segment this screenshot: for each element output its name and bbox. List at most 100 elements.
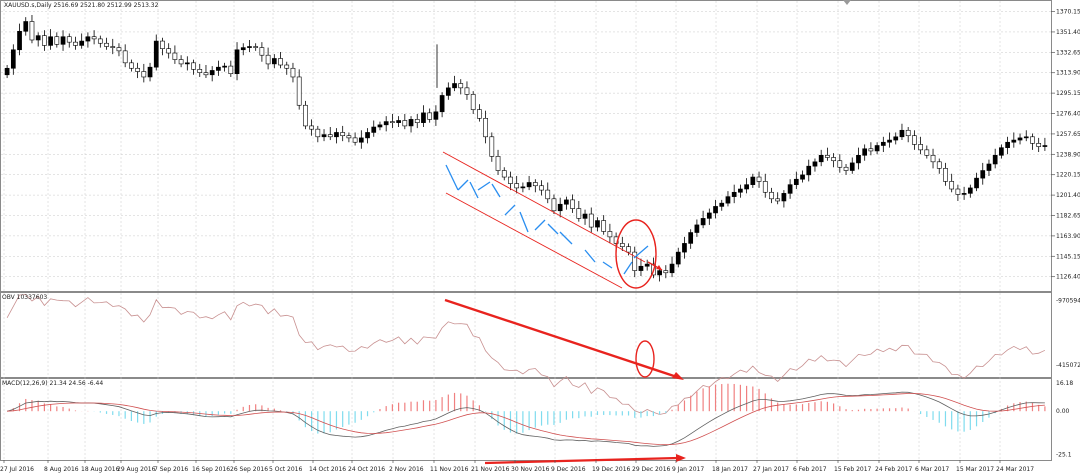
x-tick-label: 27 Jul 2016 (0, 466, 34, 473)
trend-zigzag-arrow (584, 249, 596, 263)
macd-trend-arrow-head (676, 454, 686, 462)
candle-body (427, 112, 433, 120)
x-tick-label: 5 Oct 2016 (269, 466, 302, 473)
candle-body (899, 129, 905, 138)
candle-body (91, 36, 97, 40)
obv-tick-label: -970594 (1056, 298, 1080, 305)
candle-body (514, 183, 520, 189)
x-tick-label: 7 Sep 2016 (154, 466, 188, 473)
candle-body (178, 59, 184, 65)
trend-zigzag-arrow (477, 181, 491, 191)
candle-body (104, 42, 109, 47)
candle-body (787, 184, 793, 194)
candle-body (595, 220, 600, 228)
price-tick-label: 1276.40 (1056, 111, 1080, 118)
candle-body (924, 149, 930, 156)
candle-body (470, 94, 476, 110)
candle-body (1036, 143, 1042, 147)
candle-body (346, 135, 352, 139)
candle-body (713, 206, 718, 214)
candle-body (464, 87, 470, 95)
candle-body (166, 48, 172, 54)
candle-body (632, 251, 638, 271)
x-tick-label: 29 Aug 2016 (117, 466, 156, 473)
candle-body (874, 145, 880, 152)
candle-body (483, 118, 488, 138)
trend-zigzag-arrow (469, 181, 479, 199)
candle-body (439, 95, 445, 113)
candle-body (812, 161, 818, 167)
candle-body (433, 111, 439, 120)
candle-body (700, 218, 706, 226)
candle-body (35, 35, 41, 41)
macd-trend-arrow (484, 456, 679, 465)
candle-body (837, 160, 843, 168)
candle-body (626, 246, 631, 253)
price-panel-frame (0, 0, 1052, 292)
price-tick-label: 1201.40 (1056, 192, 1080, 199)
macd-series (6, 383, 1046, 447)
candle-body (452, 83, 457, 89)
candle-body (843, 166, 849, 171)
macd-tick-label: -25.1 (1056, 452, 1072, 459)
macd-signal-line (7, 393, 1045, 446)
candle-body (570, 199, 575, 209)
candle-body (887, 139, 892, 143)
candle-body (738, 188, 743, 193)
candle-body (949, 181, 955, 190)
candle-body (999, 147, 1004, 156)
price-tick-label: 1238.90 (1056, 151, 1080, 158)
candle-body (967, 187, 973, 194)
price-tick-label: 1163.90 (1056, 233, 1080, 240)
obv-trend-arrow-head (672, 372, 684, 380)
x-tick-label: 16 Sep 2016 (192, 466, 230, 473)
candle-body (880, 141, 886, 146)
x-tick-label: 11 Nov 2016 (430, 466, 469, 473)
candle-body (551, 198, 557, 212)
candle-body (234, 49, 240, 75)
price-tick-label: 1351.40 (1056, 29, 1080, 36)
candle-body (390, 121, 395, 123)
candle-body (396, 120, 401, 123)
candle-body (607, 231, 613, 238)
macd-tick-label: 16.18 (1056, 380, 1073, 387)
candle-body (520, 186, 526, 189)
price-arrow-head (656, 265, 662, 270)
candle-body (675, 251, 681, 265)
candle-body (495, 156, 501, 171)
x-tick-label: 27 Jan 2017 (753, 466, 789, 473)
candle-body (253, 46, 259, 48)
candle-body (800, 174, 805, 180)
price-tick-label: 1313.90 (1056, 70, 1080, 77)
price-tick-label: 1295.15 (1056, 90, 1080, 97)
x-tick-label: 9 Dec 2016 (551, 466, 586, 473)
candle-body (762, 181, 768, 193)
candle-body (141, 71, 147, 78)
x-tick-label: 14 Oct 2016 (309, 466, 346, 473)
candle-body (383, 121, 389, 126)
candle-body (414, 119, 420, 123)
x-tick-label: 19 Dec 2016 (592, 466, 631, 473)
x-tick-label: 8 Aug 2016 (44, 466, 79, 473)
candle-body (172, 52, 178, 60)
price-tick-label: 1126.40 (1056, 274, 1080, 281)
candle-body (135, 67, 140, 72)
x-tick-label: 26 Sep 2016 (230, 466, 268, 473)
candle-body (240, 47, 246, 51)
candle-body (1023, 136, 1029, 139)
candle-body (539, 185, 544, 191)
x-tick-label: 9 Jan 2017 (672, 466, 704, 473)
x-tick-label: 30 Nov 2016 (511, 466, 550, 473)
trend-zigzag-arrow (445, 164, 459, 191)
candle-body (402, 120, 408, 127)
candle-body (831, 157, 836, 162)
candle-body (321, 134, 327, 138)
price-tick-label: 1332.65 (1056, 49, 1080, 56)
candle-body (477, 109, 482, 119)
candle-body (731, 191, 737, 197)
candle-body (358, 137, 364, 143)
candle-body (209, 70, 215, 76)
candle-body (756, 176, 762, 182)
candle-body (54, 36, 60, 45)
